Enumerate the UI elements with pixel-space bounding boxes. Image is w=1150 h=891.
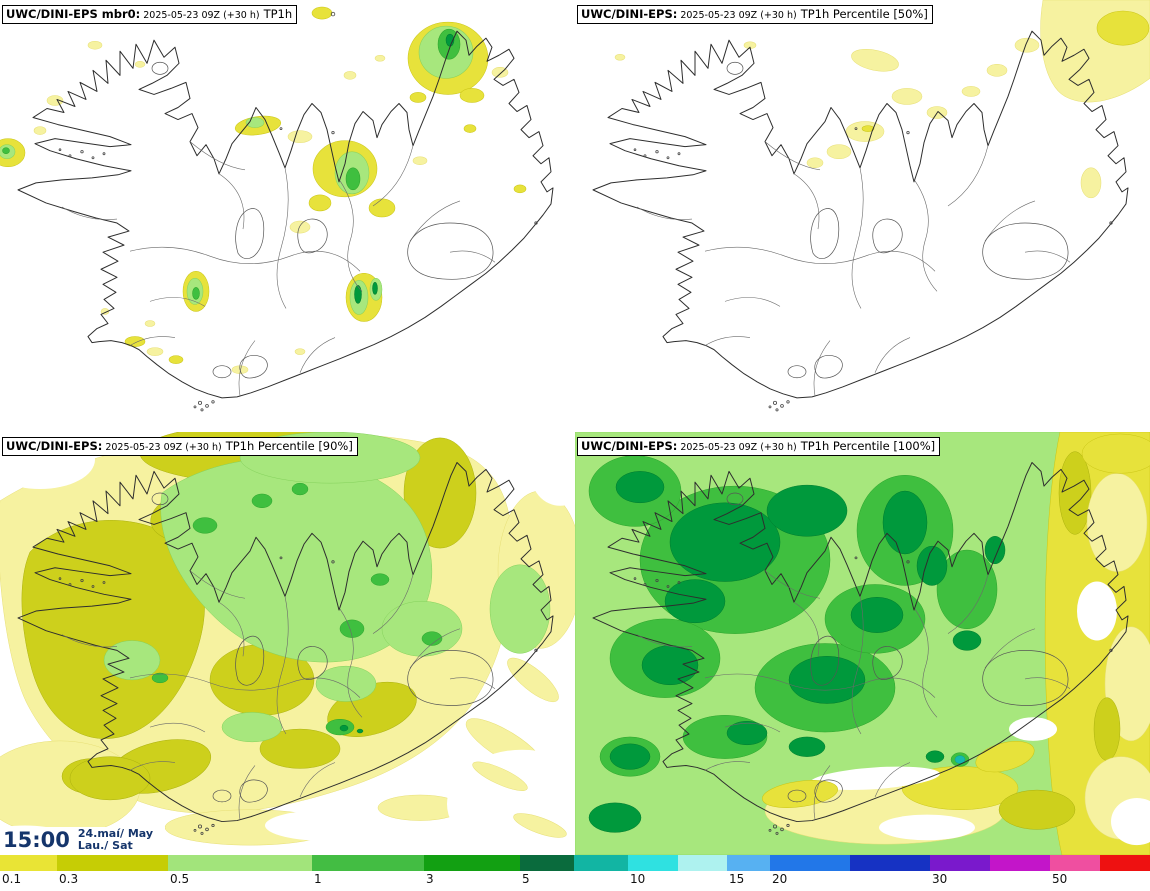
precip-field-p50 [614, 0, 1150, 199]
panel-model: UWC/DINI-EPS: [581, 439, 678, 453]
panel-model: UWC/DINI-EPS: [581, 7, 678, 21]
legend-segment [770, 855, 850, 871]
panel-title-mbr0: UWC/DINI-EPS mbr0: 2025-05-23 09Z (+30 h… [2, 5, 298, 24]
legend-segment [574, 855, 628, 871]
iceland-map-mbr0 [0, 6, 554, 412]
panel-p100: UWC/DINI-EPS: 2025-05-23 09Z (+30 h) TP1… [575, 432, 1150, 855]
legend-segment [727, 855, 770, 871]
legend-tick: 0.3 [59, 872, 79, 886]
panel-title-p100: UWC/DINI-EPS: 2025-05-23 09Z (+30 h) TP1… [577, 437, 941, 456]
panel-field: TP1h Percentile [50%] [800, 7, 928, 21]
legend-tick: 15 [729, 872, 745, 886]
legend-tick: 0.5 [170, 872, 190, 886]
panel-run: 2025-05-23 09Z (+30 h) [105, 442, 222, 453]
panel-title-p90: UWC/DINI-EPS: 2025-05-23 09Z (+30 h) TP1… [2, 437, 358, 456]
iceland-map-p100 [575, 432, 1150, 855]
valid-date: 24.maí/ May [77, 826, 154, 840]
map-grid: UWC/DINI-EPS mbr0: 2025-05-23 09Z (+30 h… [0, 0, 1150, 855]
legend-segment [168, 855, 312, 871]
valid-day: Lau./ Sat [77, 839, 133, 853]
valid-time: 15:00 [3, 828, 70, 853]
legend-tick: 1 [314, 872, 322, 886]
panel-field: TP1h [263, 7, 293, 21]
panel-p90: UWC/DINI-EPS: 2025-05-23 09Z (+30 h) TP1… [0, 432, 575, 855]
legend: 0.1 0.3 0.5 1 3 5 10 15 20 30 50 [0, 855, 1150, 891]
panel-field: TP1h Percentile [90%] [225, 439, 353, 453]
legend-segment [424, 855, 520, 871]
legend-segment [678, 855, 727, 871]
legend-segment [57, 855, 168, 871]
iceland-map-p50 [592, 0, 1150, 412]
precip-field-p90 [0, 432, 575, 855]
panel-mbr0: UWC/DINI-EPS mbr0: 2025-05-23 09Z (+30 h… [0, 0, 575, 432]
panel-model: UWC/DINI-EPS: [6, 439, 103, 453]
legend-segment [930, 855, 990, 871]
panel-p50: UWC/DINI-EPS: 2025-05-23 09Z (+30 h) TP1… [575, 0, 1150, 432]
panel-model: UWC/DINI-EPS mbr0: [6, 7, 141, 21]
legend-segment [312, 855, 424, 871]
legend-segment [1100, 855, 1150, 871]
legend-tick: 30 [932, 872, 948, 886]
legend-tick: 20 [772, 872, 788, 886]
precip-field-mbr0 [0, 6, 527, 374]
legend-segment [850, 855, 930, 871]
panel-title-p50: UWC/DINI-EPS: 2025-05-23 09Z (+30 h) TP1… [577, 5, 933, 24]
legend-segment [628, 855, 678, 871]
legend-segment [990, 855, 1050, 871]
legend-tick: 50 [1052, 872, 1068, 886]
valid-time-box: 15:00 24.maí/ May Lau./ Sat [0, 826, 166, 854]
valid-date-block: 24.maí/ May Lau./ Sat [77, 826, 154, 853]
iceland-map-p90 [0, 432, 575, 855]
panel-run: 2025-05-23 09Z (+30 h) [143, 10, 260, 21]
legend-segment [520, 855, 574, 871]
legend-tick: 0.1 [2, 872, 22, 886]
legend-tick: 10 [630, 872, 646, 886]
legend-bar [0, 855, 1150, 871]
legend-segment [0, 855, 57, 871]
legend-segment [1050, 855, 1100, 871]
panel-run: 2025-05-23 09Z (+30 h) [680, 442, 797, 453]
legend-tick: 3 [426, 872, 434, 886]
panel-field: TP1h Percentile [100%] [800, 439, 936, 453]
panel-run: 2025-05-23 09Z (+30 h) [680, 10, 797, 21]
legend-tick: 5 [522, 872, 530, 886]
